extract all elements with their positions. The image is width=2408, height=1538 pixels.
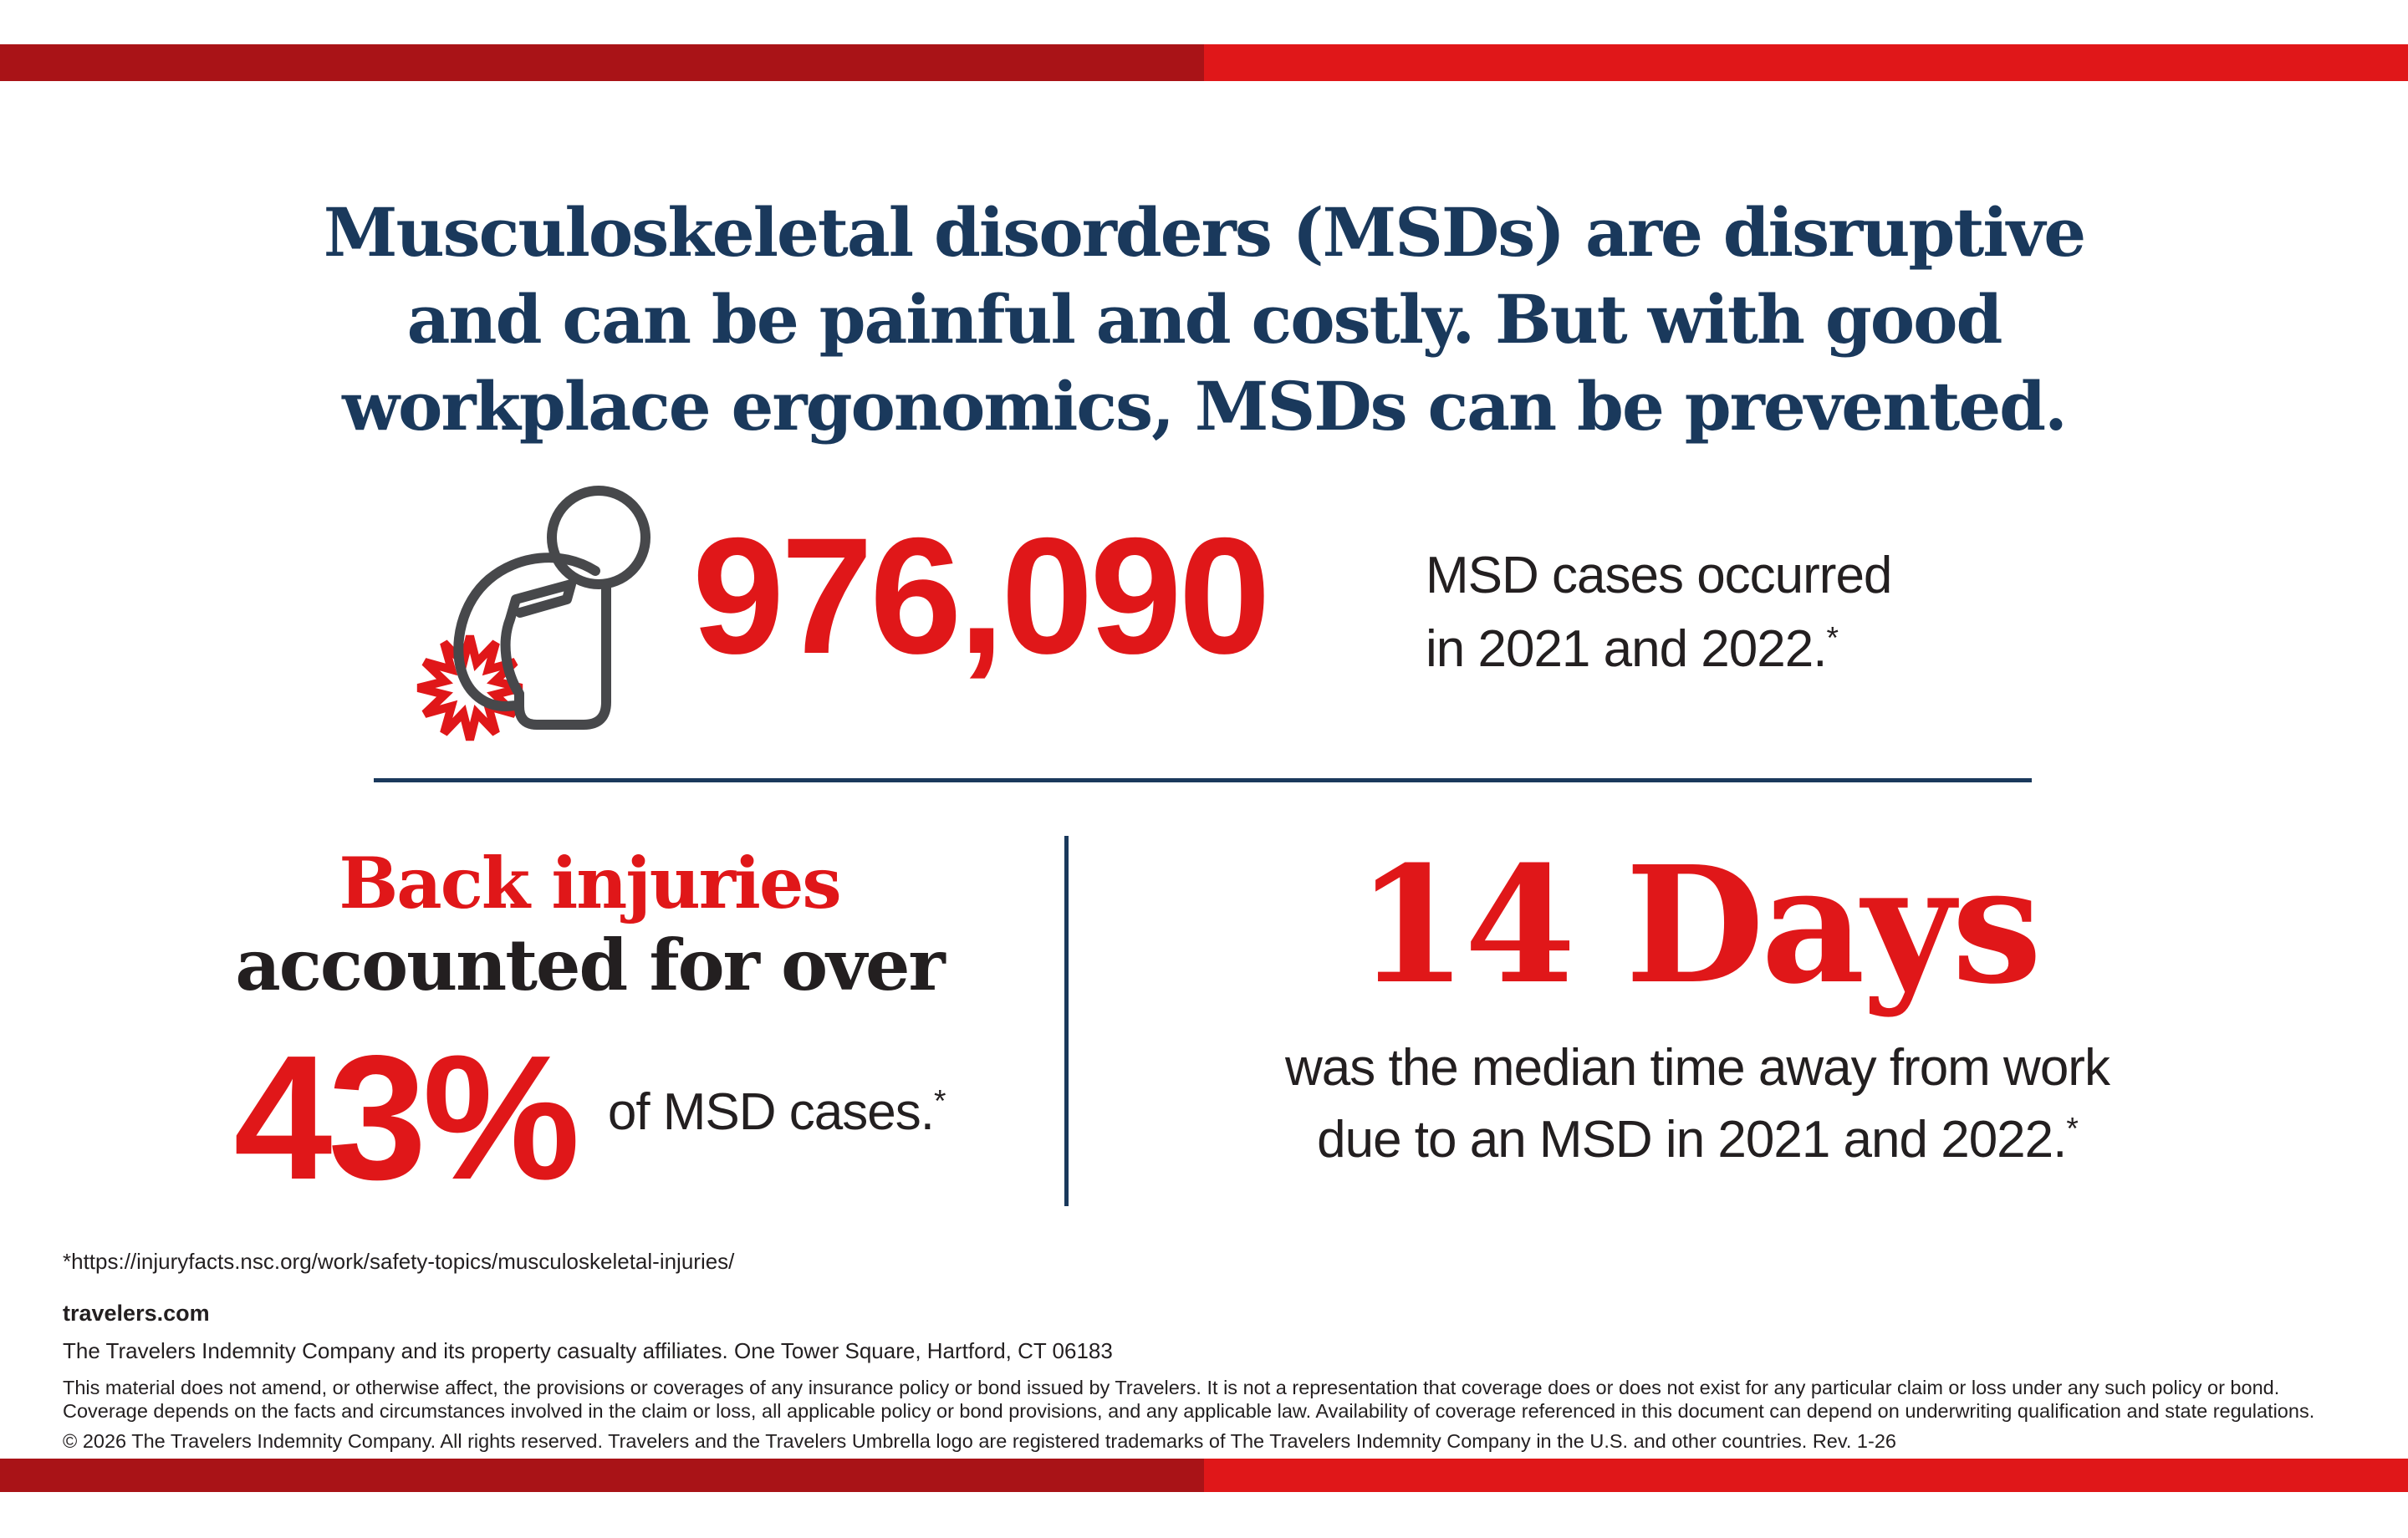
back-injury-icon [416,486,650,741]
msd-cases-label-line-1: MSD cases occurred [1426,547,1892,604]
company-address: The Travelers Indemnity Company and its … [63,1338,1113,1363]
median-days-label-line-1: was the median time away from work [1285,1039,2110,1097]
msd-cases-label: MSD cases occurred in 2021 and 2022.* [1426,539,1892,686]
msd-cases-value: 976,090 [692,503,1271,688]
source-footnote: *https://injuryfacts.nsc.org/work/safety… [63,1249,735,1274]
headline-line-3: workplace ergonomics, MSDs can be preven… [342,366,2068,446]
top-brand-bar [0,44,2408,81]
top-bar-dark-segment [0,44,1204,81]
back-injuries-title: Back injuries [339,842,841,924]
bottom-bar-dark-segment [0,1459,1204,1492]
headline-line-1: Musculoskeletal disorders (MSDs) are dis… [323,192,2086,272]
headline-line-2: and can be painful and costly. But with … [406,279,2003,359]
median-days-value: 14 Days [1355,832,2043,1020]
back-injuries-subtitle: accounted for over [235,924,945,1006]
vertical-divider [1064,836,1069,1206]
median-days-label-line-2: due to an MSD in 2021 and 2022. [1317,1111,2067,1169]
horizontal-divider [374,778,2032,782]
copyright-line: © 2026 The Travelers Indemnity Company. … [63,1430,1896,1452]
median-days-stat: 14 Days was the median time away from wo… [1095,836,2299,1176]
footer: travelers.com The Travelers Indemnity Co… [63,1301,2349,1453]
bottom-brand-bar [0,1459,2408,1492]
bottom-bar-bright-segment [1204,1459,2408,1492]
legal-disclaimer: This material does not amend, or otherwi… [63,1377,2315,1422]
footnote-marker: * [933,1082,946,1118]
back-injuries-stat: Back injuries accounted for over [117,843,1062,1006]
page-title: Musculoskeletal disorders (MSDs) are dis… [0,189,2408,450]
top-bar-bright-segment [1204,44,2408,81]
back-injuries-percent-row: 43% of MSD cases.* [117,1018,1062,1216]
footnote-marker: * [2066,1110,2079,1146]
footnote-marker: * [1826,619,1839,655]
back-injuries-percent-value: 43% [233,1018,580,1216]
median-days-label: was the median time away from work due t… [1095,1032,2299,1176]
msd-cases-label-line-2: in 2021 and 2022. [1426,620,1827,678]
back-injuries-percent-label: of MSD cases.* [607,1082,946,1141]
travelers-site-text: travelers.com [63,1301,210,1326]
